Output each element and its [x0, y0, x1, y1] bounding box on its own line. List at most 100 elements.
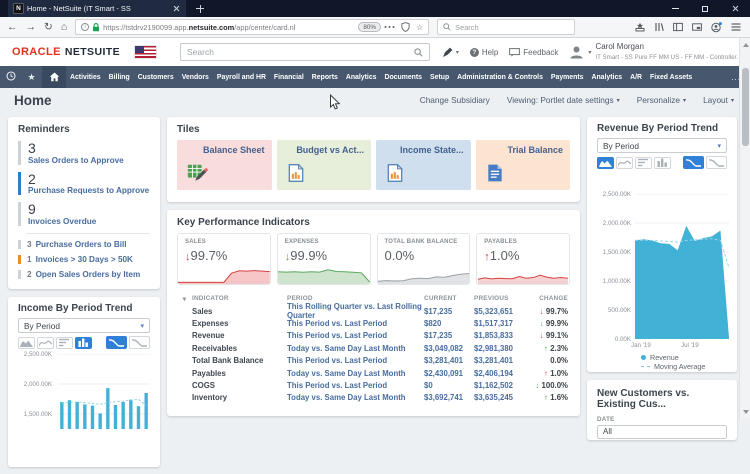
reminder-item[interactable]: 3 Sales Orders to Approve: [18, 141, 150, 165]
nav-item-analytics[interactable]: Analytics: [345, 73, 377, 81]
help-link[interactable]: ? Help: [469, 47, 498, 57]
window-restore-button[interactable]: [690, 0, 720, 17]
trend-toggle-off[interactable]: [129, 336, 150, 349]
reload-icon[interactable]: ↻: [44, 20, 53, 33]
kpi-card-total-bank-balance[interactable]: TOTAL BANK BALANCE 0.0%: [376, 233, 471, 285]
trend-arrow: ↓: [539, 306, 544, 316]
nav-item-analytics-2[interactable]: Analytics: [591, 73, 623, 81]
revenue-period-select[interactable]: By Period ▾: [597, 138, 727, 153]
reminder-item[interactable]: 1 Invoices > 30 Days > 50K: [18, 255, 150, 265]
change-subsidiary-link[interactable]: Change Subsidiary: [419, 95, 490, 105]
browser-home-icon[interactable]: ⌂: [60, 20, 68, 33]
chart-type-area-button[interactable]: [18, 336, 35, 349]
scrollbar-thumb[interactable]: [742, 68, 749, 146]
trend-toggle-on[interactable]: [683, 156, 704, 169]
chart-type-line-button[interactable]: [616, 156, 633, 169]
page-actions-icon[interactable]: [384, 25, 395, 29]
revenue-trend-chart: 2,500.00K 2,000.00K 1,500.00K 1,000.00K …: [597, 191, 729, 372]
nav-item-reports[interactable]: Reports: [311, 73, 338, 81]
global-search-input[interactable]: Search: [179, 43, 430, 61]
nav-home-icon[interactable]: [42, 66, 66, 88]
trend-toggle-off[interactable]: [706, 156, 727, 169]
vertical-scrollbar[interactable]: [739, 38, 750, 419]
nav-item-ar[interactable]: A/R: [630, 73, 642, 81]
browser-tab-bar: N Home - NetSuite (IT Smart - SS: [0, 0, 750, 17]
nav-item-payroll[interactable]: Payroll and HR: [216, 73, 266, 81]
tracking-shield-icon[interactable]: [401, 22, 410, 32]
reminder-item[interactable]: 3 Purchase Orders to Bill: [18, 240, 150, 250]
kpi-card-payables[interactable]: PAYABLES ↑1.0%: [476, 233, 570, 285]
nav-item-activities[interactable]: Activities: [70, 73, 101, 81]
nav-item-billing[interactable]: Billing: [108, 73, 130, 81]
reminders-title: Reminders: [18, 124, 70, 135]
chevron-down-icon: ▾: [717, 142, 721, 150]
window-close-button[interactable]: [720, 0, 750, 17]
revenue-area-chart: [635, 194, 729, 339]
reminders-portlet: Reminders 3 Sales Orders to Approve 2 Pu…: [8, 117, 160, 289]
browser-toolbar: ← → ↻ ⌂ i https://tstdrv2190099.app.nets…: [0, 17, 750, 38]
sidebar-toggle-icon[interactable]: [673, 22, 683, 32]
zoom-level-badge[interactable]: 80%: [358, 22, 381, 32]
legend-dot: [641, 355, 646, 360]
forward-icon[interactable]: →: [25, 20, 37, 33]
nav-item-customers[interactable]: Customers: [137, 73, 174, 81]
reminder-item[interactable]: 2 Purchase Requests to Approve: [18, 171, 150, 196]
save-to-library-icon[interactable]: [635, 22, 645, 32]
back-icon[interactable]: ←: [7, 20, 18, 33]
income-period-select[interactable]: By Period ▾: [18, 318, 150, 333]
scroll-up-arrow[interactable]: [742, 43, 749, 47]
nav-item-fixed-assets[interactable]: Fixed Assets: [650, 73, 693, 81]
tile-balance-sheet[interactable]: Balance Sheet: [177, 140, 272, 190]
site-info-icon[interactable]: i: [81, 23, 90, 31]
shortcuts-star-icon[interactable]: ★: [27, 71, 36, 82]
reminder-item[interactable]: 2 Open Sales Orders by Item: [18, 270, 150, 280]
viewing-portlet-date-settings[interactable]: Viewing: Portlet date settings ▾: [506, 95, 620, 105]
chart-type-area-button[interactable]: [597, 156, 614, 169]
kpi-card-sales[interactable]: SALES ↓99.7%: [177, 233, 271, 285]
nav-overflow-icon[interactable]: ...: [731, 72, 741, 82]
nav-item-setup[interactable]: Setup: [430, 73, 450, 81]
user-menu[interactable]: ▾ Carol Morgan IT Smart - SS Pure FF MM …: [569, 42, 738, 61]
chart-type-list-button[interactable]: [56, 336, 73, 349]
chart-type-bar-button[interactable]: [654, 156, 671, 169]
nav-item-admin-controls[interactable]: Administration & Controls: [457, 73, 543, 81]
table-row: Expenses This Period vs. Last Period $82…: [192, 319, 568, 329]
kpi-table-header: ▾ INDICATOR PERIOD CURRENT PREVIOUS CHAN…: [177, 292, 570, 305]
feedback-link[interactable]: Feedback: [509, 48, 558, 57]
recent-records-clock-icon[interactable]: [0, 71, 21, 83]
quick-create-menu[interactable]: ▾: [442, 47, 459, 58]
window-minimize-button[interactable]: [660, 0, 690, 17]
chart-type-line-button[interactable]: [37, 336, 54, 349]
date-filter-select[interactable]: All: [597, 425, 727, 439]
nav-item-payments[interactable]: Payments: [550, 73, 584, 81]
nav-item-vendors[interactable]: Vendors: [181, 73, 209, 81]
tile-budget-vs-actual[interactable]: Budget vs Act...: [276, 140, 371, 190]
tab-close-icon[interactable]: [173, 5, 180, 12]
layout-menu[interactable]: Layout ▾: [703, 95, 734, 105]
nav-item-financial[interactable]: Financial: [273, 73, 304, 81]
trend-toggle-on[interactable]: [106, 336, 127, 349]
chart-type-list-button[interactable]: [635, 156, 652, 169]
browser-tab[interactable]: N Home - NetSuite (IT Smart - SS: [8, 0, 186, 17]
kpi-card-expenses[interactable]: EXPENSES ↓99.9%: [276, 233, 371, 285]
new-tab-icon[interactable]: [196, 4, 204, 13]
nav-item-documents[interactable]: Documents: [384, 73, 423, 81]
tile-income-statement[interactable]: Income State...: [376, 140, 471, 190]
library-icon[interactable]: [654, 22, 664, 32]
table-row: COGS This Period vs. Last Period $0 $1,1…: [192, 381, 568, 391]
account-icon[interactable]: [711, 21, 722, 33]
us-flag-icon[interactable]: [134, 46, 156, 58]
chart-type-bar-button[interactable]: [75, 336, 92, 349]
personalize-menu[interactable]: Personalize ▾: [636, 95, 687, 105]
pip-icon[interactable]: [692, 22, 702, 32]
avatar-icon: [570, 46, 583, 59]
browser-search[interactable]: Search: [437, 19, 576, 35]
global-search-placeholder: Search: [186, 47, 214, 57]
url-bar[interactable]: i https://tstdrv2190099.app.netsuite.com…: [75, 19, 430, 35]
bookmark-star-icon[interactable]: ☆: [415, 22, 424, 32]
tile-trial-balance[interactable]: Trial Balance: [475, 140, 570, 190]
menu-hamburger-icon[interactable]: [731, 23, 741, 31]
chevron-down-icon[interactable]: ▾: [182, 295, 187, 303]
scroll-down-arrow[interactable]: [742, 410, 749, 414]
reminder-item[interactable]: 9 Invoices Overdue: [18, 202, 150, 227]
